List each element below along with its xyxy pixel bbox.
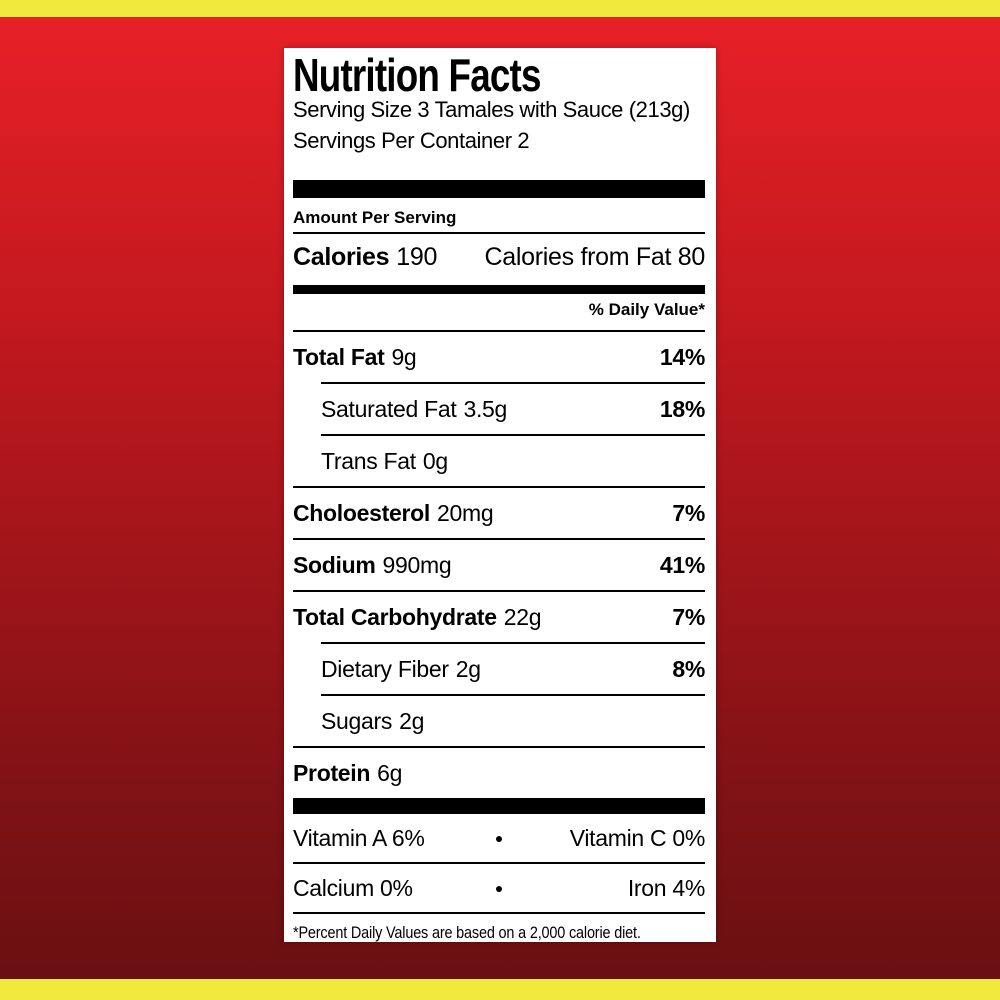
nutrient-daily-value: 18%	[659, 395, 705, 422]
vitamin-c-value: Vitamin C 0%	[569, 824, 706, 851]
nutrient-row-dietary-fiber: Dietary Fiber 2g 8%	[293, 644, 705, 694]
calcium-value: Calcium 0%	[293, 874, 413, 901]
row-separator	[293, 746, 705, 748]
nutrient-name: Choloesterol 20mg	[293, 499, 494, 526]
nutrition-facts-label: Nutrition Facts Serving Size 3 Tamales w…	[284, 48, 716, 942]
nutrient-row-sodium: Sodium 990mg 41%	[293, 540, 705, 590]
row-separator	[293, 538, 705, 540]
servings-per-container-text: Servings Per Container 2	[293, 128, 530, 153]
calories-row: Calories 190 Calories from Fat 80	[293, 240, 705, 274]
nutrient-daily-value: 8%	[672, 655, 705, 682]
label-title: Nutrition Facts	[293, 49, 541, 101]
row-separator	[321, 642, 705, 644]
nutrient-name: Saturated Fat 3.5g	[321, 395, 508, 422]
calories-number: 190	[396, 242, 438, 271]
separator-bar-thick	[293, 180, 705, 198]
nutrient-row-protein: Protein 6g	[293, 748, 705, 798]
calories-from-fat: Calories from Fat 80	[484, 242, 706, 271]
bullet-separator: ●	[494, 880, 504, 896]
nutrient-daily-value: 14%	[659, 343, 705, 370]
daily-value-footnote: *Percent Daily Values are based on a 2,0…	[293, 923, 641, 942]
calories-value: Calories 190	[293, 243, 437, 272]
serving-size-text: Serving Size 3 Tamales with Sauce (213g)	[293, 97, 690, 122]
nutrient-daily-value: 7%	[672, 603, 705, 630]
calories-label: Calories	[293, 242, 390, 271]
row-separator	[293, 862, 705, 864]
nutrient-row-trans-fat: Trans Fat 0g	[293, 436, 705, 486]
vitamin-a-value: Vitamin A 6%	[293, 824, 425, 851]
nutrient-name: Total Fat 9g	[293, 343, 417, 370]
row-separator	[321, 382, 705, 384]
amount-per-serving-header: Amount Per Serving	[293, 208, 705, 234]
nutrient-name: Trans Fat 0g	[321, 447, 448, 474]
separator-bar-thick	[293, 798, 705, 814]
micronutrient-row-vitamins: Vitamin A 6% ● Vitamin C 0%	[293, 814, 705, 862]
top-yellow-stripe	[0, 0, 1000, 17]
row-separator	[293, 590, 705, 592]
iron-value: Iron 4%	[627, 874, 705, 901]
separator-bar-medium	[293, 285, 705, 294]
daily-value-header: % Daily Value*	[293, 300, 705, 332]
nutrient-daily-value: 7%	[672, 499, 705, 526]
row-separator	[321, 694, 705, 696]
micronutrient-row-minerals: Calcium 0% ● Iron 4%	[293, 864, 705, 912]
row-separator	[293, 486, 705, 488]
nutrient-name: Dietary Fiber 2g	[321, 655, 481, 682]
nutrient-name: Sugars 2g	[321, 707, 425, 734]
nutrient-row-total-fat: Total Fat 9g 14%	[293, 332, 705, 382]
nutrient-name: Total Carbohydrate 22g	[293, 603, 542, 630]
row-separator	[321, 434, 705, 436]
nutrient-name: Sodium 990mg	[293, 551, 452, 578]
bottom-yellow-stripe	[0, 979, 1000, 1000]
nutrient-row-total-carbohydrate: Total Carbohydrate 22g 7%	[293, 592, 705, 642]
nutrient-row-sugars: Sugars 2g	[293, 696, 705, 746]
nutrient-daily-value: 41%	[659, 551, 705, 578]
nutrient-row-cholesterol: Choloesterol 20mg 7%	[293, 488, 705, 538]
nutrient-name: Protein 6g	[293, 759, 403, 786]
row-separator	[293, 912, 705, 914]
bullet-separator: ●	[494, 830, 504, 846]
nutrient-row-saturated-fat: Saturated Fat 3.5g 18%	[293, 384, 705, 434]
